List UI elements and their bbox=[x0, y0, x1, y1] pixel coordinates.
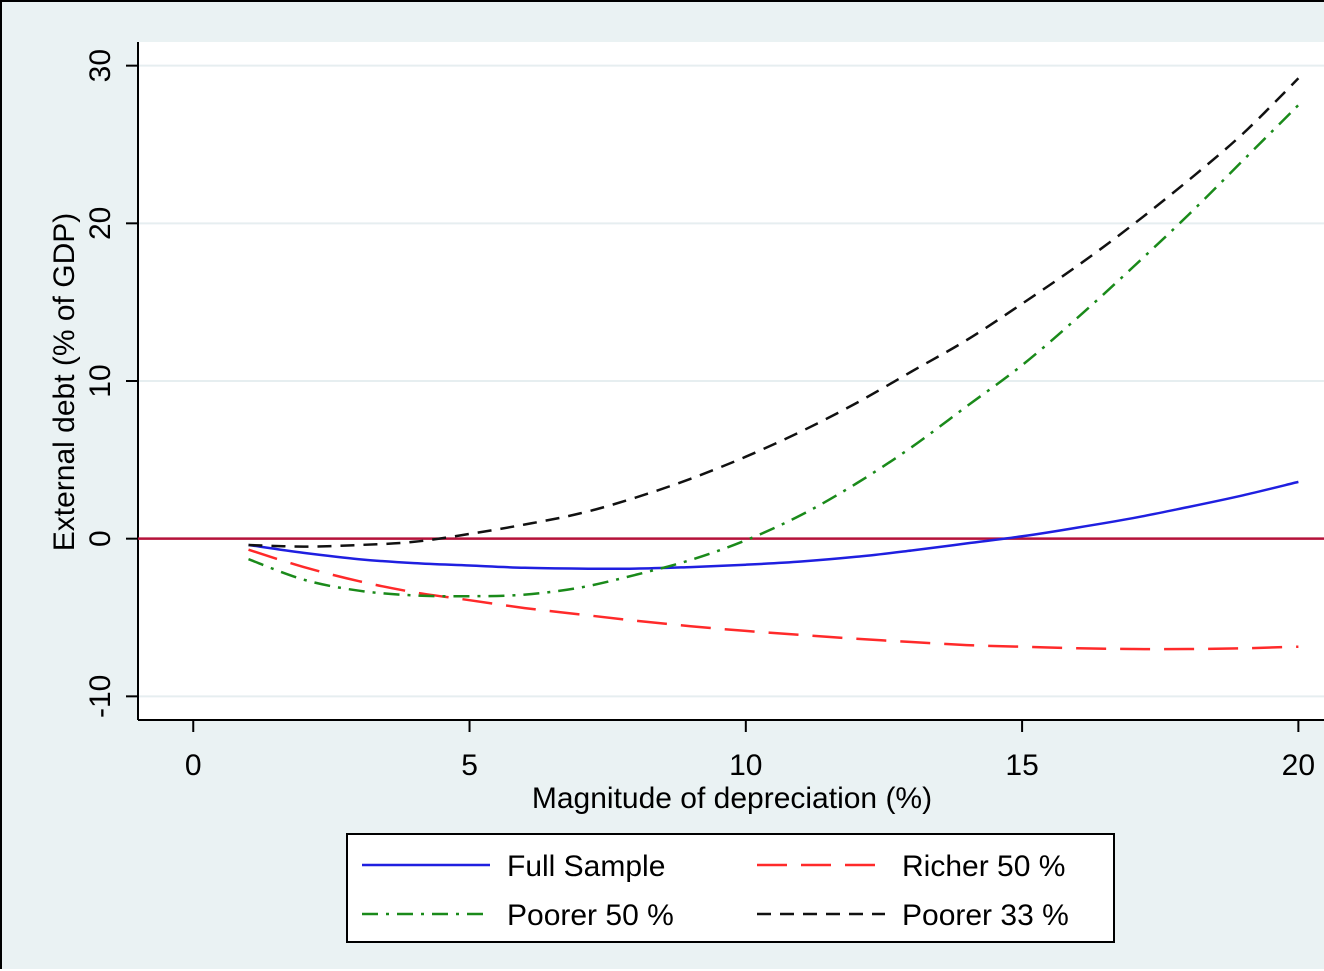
legend-box bbox=[346, 833, 1115, 943]
legend-label: Poorer 50 % bbox=[507, 899, 674, 932]
y-axis-label: External debt (% of GDP) bbox=[48, 213, 81, 551]
series-line-3 bbox=[248, 77, 1300, 548]
axes: 0 5 10 15 20 -10 0 10 20 30 bbox=[84, 42, 1324, 782]
y-tick-label: 10 bbox=[84, 364, 117, 397]
x-axis-label: Magnitude of depreciation (%) bbox=[532, 782, 932, 815]
series-line-0 bbox=[248, 480, 1299, 571]
legend-label: Poorer 33 % bbox=[902, 899, 1069, 932]
legend: Full Sample Richer 50 % Poorer 50 % Poorer … bbox=[346, 833, 1115, 943]
x-tick-label: 20 bbox=[1282, 749, 1315, 782]
x-tick-label: 10 bbox=[729, 749, 762, 782]
series-line-1 bbox=[248, 548, 1299, 651]
y-tick-label: 0 bbox=[84, 530, 117, 547]
x-tick-label: 0 bbox=[185, 749, 202, 782]
legend-label: Richer 50 % bbox=[902, 850, 1065, 883]
y-tick-label: 30 bbox=[84, 49, 117, 82]
series-lines bbox=[248, 77, 1300, 651]
y-tick-label: 20 bbox=[84, 207, 117, 240]
y-tick-label: -10 bbox=[84, 675, 117, 718]
x-tick-label: 15 bbox=[1005, 749, 1038, 782]
legend-label: Full Sample bbox=[507, 850, 665, 883]
series-line-2 bbox=[248, 104, 1300, 598]
x-tick-label: 5 bbox=[461, 749, 478, 782]
